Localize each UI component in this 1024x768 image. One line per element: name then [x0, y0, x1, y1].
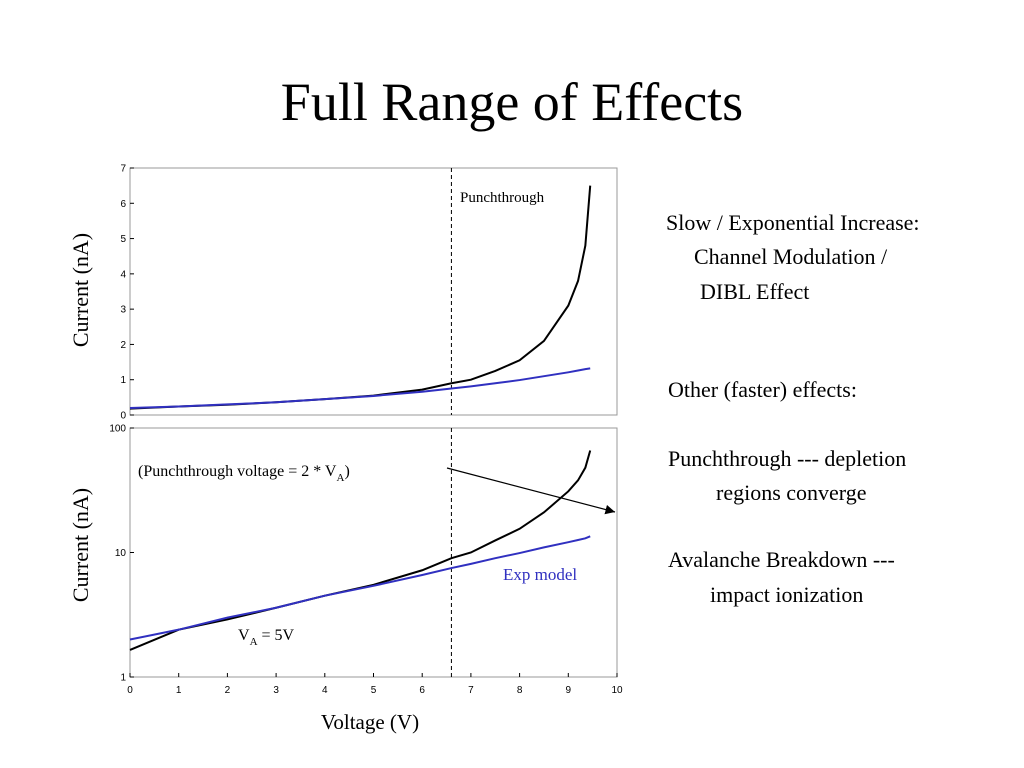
- annotation: Punchthrough: [460, 190, 545, 206]
- text-line: Slow / Exponential Increase:: [666, 210, 920, 235]
- x-tick-label: 9: [566, 685, 572, 696]
- annotation: (Punchthrough voltage = 2 * VA): [138, 463, 350, 484]
- y-tick-label: 4: [120, 269, 126, 280]
- y-tick-label: 2: [120, 340, 126, 351]
- x-tick-label: 6: [419, 685, 425, 696]
- x-tick-label: 3: [273, 685, 279, 696]
- plot-frame: [129, 167, 618, 416]
- y-tick-label: 10: [115, 548, 127, 559]
- y-tick-label: 6: [120, 199, 126, 210]
- y-tick-label: 100: [109, 424, 126, 435]
- y-tick-label: 3: [120, 305, 126, 316]
- text-line: regions converge: [716, 480, 867, 505]
- x-tick-label: 10: [611, 685, 623, 696]
- series-label: Exp model: [503, 565, 577, 584]
- x-tick-label: 0: [127, 685, 133, 696]
- x-tick-label: 2: [225, 685, 231, 696]
- y-axis-label: Current (nA): [68, 488, 93, 602]
- text-line: Channel Modulation /: [694, 244, 888, 269]
- y-tick-label: 1: [120, 375, 126, 386]
- x-tick-label: 8: [517, 685, 523, 696]
- y-tick-label: 1: [120, 673, 126, 684]
- text-line: impact ionization: [710, 582, 863, 607]
- y-tick-label: 7: [120, 164, 126, 175]
- series-line: [129, 367, 591, 409]
- x-tick-label: 4: [322, 685, 328, 696]
- x-tick-label: 5: [371, 685, 377, 696]
- text-line: Punchthrough --- depletion: [668, 446, 906, 471]
- series-line: [129, 185, 592, 410]
- text-line: DIBL Effect: [700, 279, 809, 304]
- y-axis-label: Current (nA): [68, 233, 93, 347]
- annotation: VA = 5V: [238, 627, 295, 648]
- arrow: [446, 467, 616, 515]
- x-axis-label: Voltage (V): [321, 710, 419, 734]
- slide-title: Full Range of Effects: [281, 72, 743, 132]
- series-line: [129, 450, 592, 651]
- y-tick-label: 0: [120, 411, 126, 422]
- series-line: [129, 535, 591, 641]
- text-line: Other (faster) effects:: [668, 377, 857, 402]
- x-tick-label: 1: [176, 685, 182, 696]
- y-tick-label: 5: [120, 234, 126, 245]
- x-tick-label: 7: [468, 685, 474, 696]
- text-line: Avalanche Breakdown ---: [668, 547, 895, 572]
